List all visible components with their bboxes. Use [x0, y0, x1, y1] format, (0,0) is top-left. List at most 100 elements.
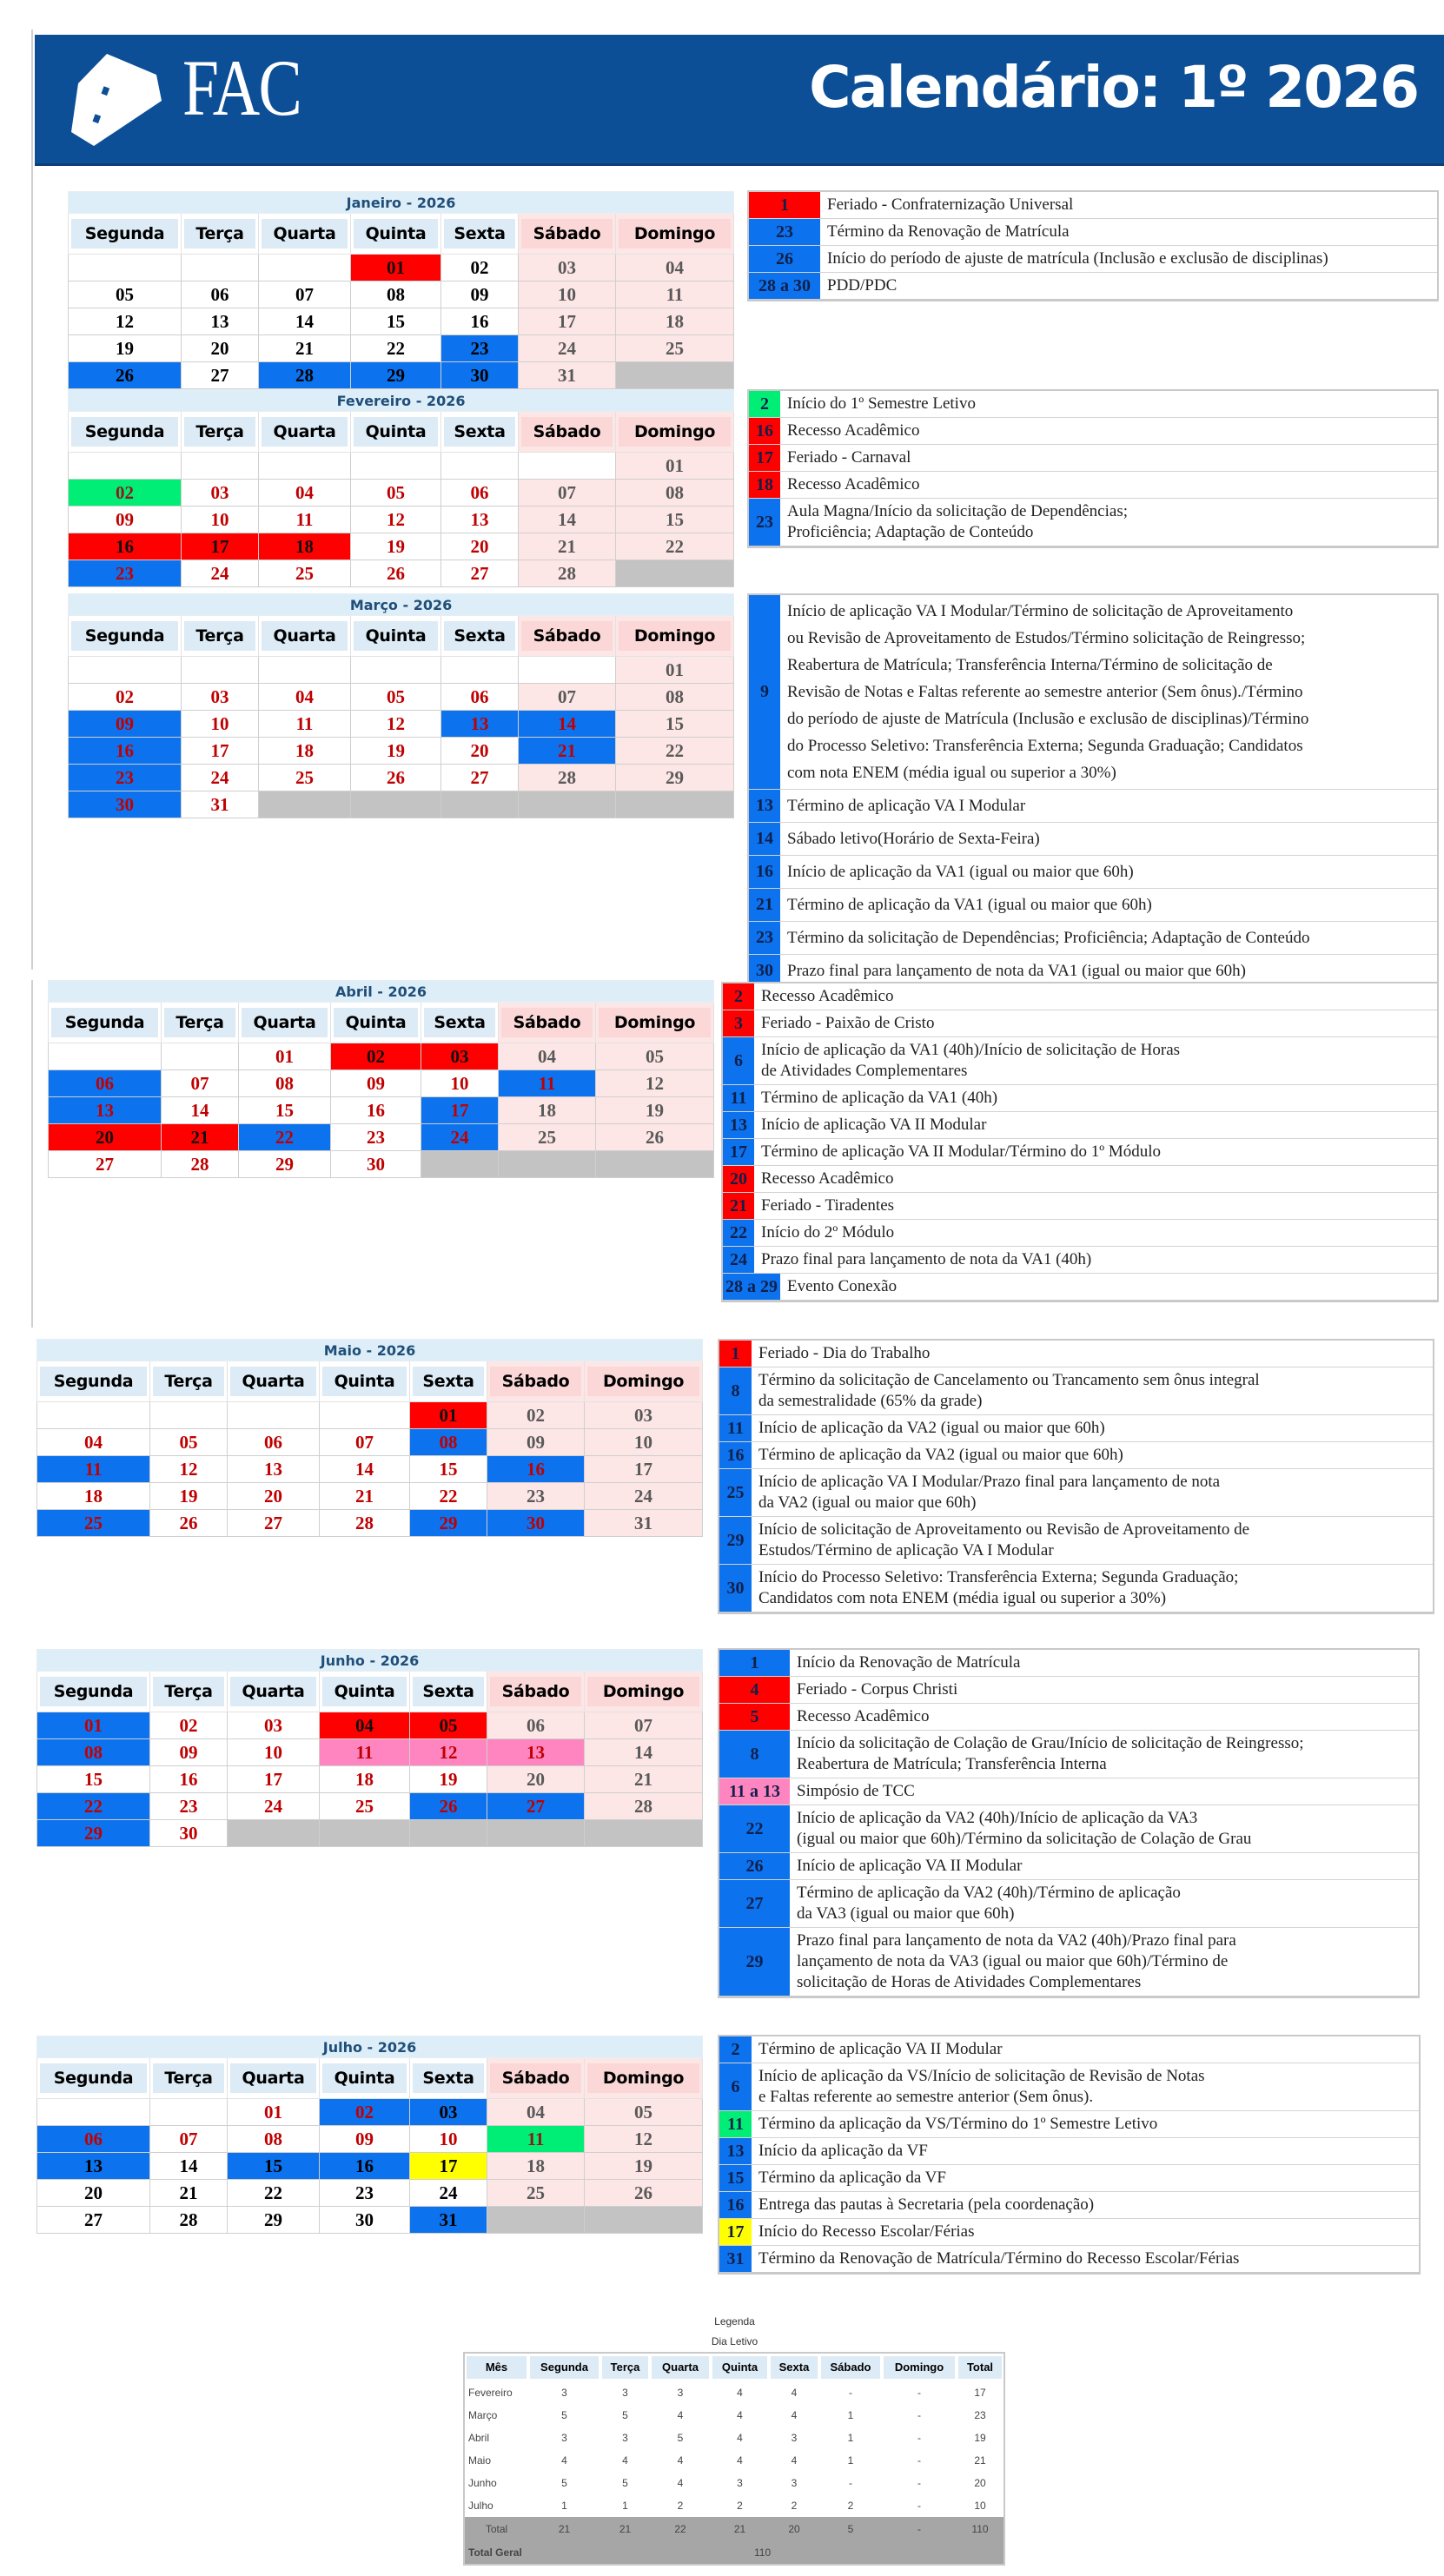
day-cell[interactable]: 04	[258, 479, 351, 507]
day-cell[interactable]: 25	[319, 1792, 410, 1820]
day-cell[interactable]: 08	[36, 1738, 150, 1766]
day-cell[interactable]: 22	[227, 2179, 320, 2207]
day-cell[interactable]: 14	[149, 2152, 228, 2180]
day-cell[interactable]: 11	[36, 1455, 150, 1483]
day-cell[interactable]: 17	[181, 533, 259, 560]
day-cell[interactable]: 23	[487, 1482, 585, 1510]
day-cell[interactable]: 06	[227, 1428, 320, 1456]
day-cell[interactable]: 23	[330, 1123, 421, 1151]
day-cell[interactable]: 14	[258, 308, 351, 335]
day-cell[interactable]: 24	[409, 2179, 487, 2207]
day-cell[interactable]: 11	[258, 710, 351, 738]
day-cell[interactable]: 18	[498, 1096, 596, 1124]
day-cell[interactable]: 30	[68, 791, 182, 818]
day-cell[interactable]: 12	[350, 506, 441, 533]
day-cell[interactable]: 19	[350, 533, 441, 560]
day-cell[interactable]: 17	[409, 2152, 487, 2180]
day-cell[interactable]: 22	[409, 1482, 487, 1510]
day-cell[interactable]: 23	[440, 334, 519, 362]
day-cell[interactable]: 13	[440, 710, 519, 738]
day-cell[interactable]: 13	[181, 308, 259, 335]
day-cell[interactable]: 14	[518, 710, 616, 738]
day-cell[interactable]: 06	[440, 479, 519, 507]
day-cell[interactable]: 29	[36, 1819, 150, 1847]
day-cell[interactable]: 12	[350, 710, 441, 738]
day-cell[interactable]: 20	[36, 2179, 150, 2207]
day-cell[interactable]: 14	[518, 506, 616, 533]
day-cell[interactable]: 21	[319, 1482, 410, 1510]
day-cell[interactable]: 08	[614, 683, 735, 711]
day-cell[interactable]: 02	[319, 2098, 410, 2126]
day-cell[interactable]: 28	[583, 1792, 704, 1820]
day-cell[interactable]: 22	[238, 1123, 331, 1151]
day-cell[interactable]: 22	[614, 533, 735, 560]
day-cell[interactable]: 14	[319, 1455, 410, 1483]
day-cell[interactable]: 10	[518, 281, 616, 308]
day-cell[interactable]: 20	[487, 1765, 585, 1793]
day-cell[interactable]: 27	[48, 1150, 162, 1178]
day-cell[interactable]: 27	[227, 1509, 320, 1537]
day-cell[interactable]: 07	[518, 479, 616, 507]
day-cell[interactable]: 01	[227, 2098, 320, 2126]
day-cell[interactable]: 19	[583, 2152, 704, 2180]
day-cell[interactable]: 25	[487, 2179, 585, 2207]
day-cell[interactable]: 30	[319, 2206, 410, 2234]
day-cell[interactable]: 12	[583, 2125, 704, 2153]
day-cell[interactable]: 02	[68, 479, 182, 507]
day-cell[interactable]: 07	[583, 1712, 704, 1739]
day-cell[interactable]: 09	[440, 281, 519, 308]
day-cell[interactable]: 06	[48, 1069, 162, 1097]
day-cell[interactable]: 23	[149, 1792, 228, 1820]
day-cell[interactable]: 01	[614, 452, 735, 480]
day-cell[interactable]: 16	[330, 1096, 421, 1124]
day-cell[interactable]: 29	[238, 1150, 331, 1178]
day-cell[interactable]: 19	[350, 737, 441, 765]
day-cell[interactable]: 10	[181, 506, 259, 533]
day-cell[interactable]: 24	[583, 1482, 704, 1510]
day-cell[interactable]: 03	[421, 1043, 499, 1070]
day-cell[interactable]: 24	[421, 1123, 499, 1151]
day-cell[interactable]: 05	[68, 281, 182, 308]
day-cell[interactable]: 17	[421, 1096, 499, 1124]
day-cell[interactable]: 23	[68, 764, 182, 791]
day-cell[interactable]: 10	[421, 1069, 499, 1097]
day-cell[interactable]: 11	[498, 1069, 596, 1097]
day-cell[interactable]: 29	[350, 361, 441, 389]
day-cell[interactable]: 28	[161, 1150, 239, 1178]
day-cell[interactable]: 20	[440, 533, 519, 560]
day-cell[interactable]: 04	[487, 2098, 585, 2126]
day-cell[interactable]: 31	[181, 791, 259, 818]
day-cell[interactable]: 07	[258, 281, 351, 308]
day-cell[interactable]: 05	[409, 1712, 487, 1739]
day-cell[interactable]: 21	[518, 533, 616, 560]
day-cell[interactable]: 15	[350, 308, 441, 335]
day-cell[interactable]: 15	[614, 710, 735, 738]
day-cell[interactable]: 01	[36, 1712, 150, 1739]
day-cell[interactable]: 06	[181, 281, 259, 308]
day-cell[interactable]: 10	[409, 2125, 487, 2153]
day-cell[interactable]: 22	[350, 334, 441, 362]
day-cell[interactable]: 05	[350, 479, 441, 507]
day-cell[interactable]: 17	[583, 1455, 704, 1483]
day-cell[interactable]: 01	[614, 656, 735, 684]
day-cell[interactable]: 04	[36, 1428, 150, 1456]
day-cell[interactable]: 15	[614, 506, 735, 533]
day-cell[interactable]: 02	[440, 254, 519, 281]
day-cell[interactable]: 21	[518, 737, 616, 765]
day-cell[interactable]: 13	[48, 1096, 162, 1124]
day-cell[interactable]: 08	[227, 2125, 320, 2153]
day-cell[interactable]: 27	[181, 361, 259, 389]
day-cell[interactable]: 19	[409, 1765, 487, 1793]
day-cell[interactable]: 16	[68, 533, 182, 560]
day-cell[interactable]: 17	[227, 1765, 320, 1793]
day-cell[interactable]: 02	[149, 1712, 228, 1739]
day-cell[interactable]: 24	[227, 1792, 320, 1820]
day-cell[interactable]: 20	[440, 737, 519, 765]
day-cell[interactable]: 25	[614, 334, 735, 362]
day-cell[interactable]: 08	[614, 479, 735, 507]
day-cell[interactable]: 24	[181, 764, 259, 791]
day-cell[interactable]: 01	[409, 1401, 487, 1429]
day-cell[interactable]: 03	[583, 1401, 704, 1429]
day-cell[interactable]: 27	[487, 1792, 585, 1820]
day-cell[interactable]: 11	[258, 506, 351, 533]
